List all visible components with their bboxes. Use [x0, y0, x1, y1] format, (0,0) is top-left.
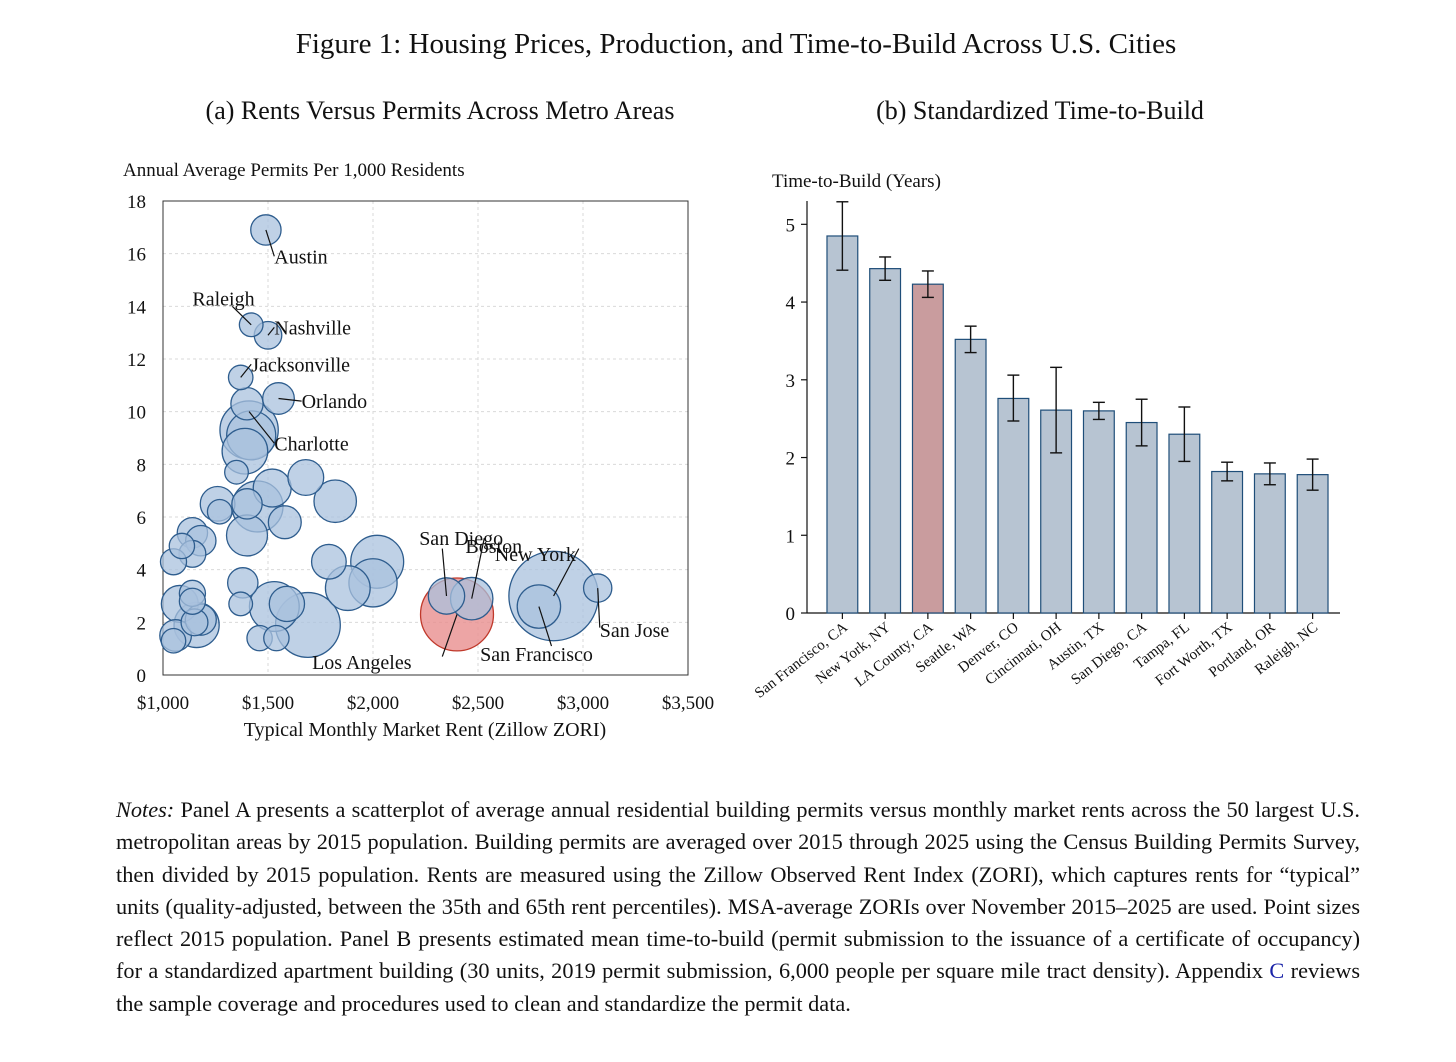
- leader-line: [597, 588, 601, 628]
- bubble: [287, 458, 325, 497]
- y-tick-label: 0: [786, 604, 796, 625]
- y-tick-label: 0: [137, 666, 147, 687]
- y-tick-label: 2: [786, 449, 796, 470]
- bubble: [310, 543, 347, 580]
- plot-frame: [162, 200, 689, 676]
- y-tick-label: 1: [786, 526, 796, 547]
- bubble: [224, 459, 249, 485]
- x-tick-label: $1,000: [137, 693, 189, 714]
- x-axis-label: Typical Monthly Market Rent (Zillow ZORI…: [244, 719, 606, 741]
- y-tick-label: 5: [786, 215, 796, 236]
- y-tick-label: 8: [137, 455, 147, 476]
- bar-san-diego-ca: [1125, 421, 1158, 614]
- point-label-charlotte: Charlotte: [274, 433, 349, 455]
- y-tick-label: 18: [127, 192, 146, 213]
- y-axis-label: Annual Average Permits Per 1,000 Residen…: [123, 160, 465, 181]
- y-tick-label: 6: [137, 508, 147, 529]
- leader-line: [441, 614, 458, 657]
- point-label-nashville: Nashville: [274, 317, 351, 339]
- bar-san-francisco-ca: [826, 235, 859, 614]
- bubble: [268, 585, 306, 623]
- bubble: [231, 488, 263, 520]
- leader-line: [267, 327, 275, 336]
- x-tick-label: $3,000: [557, 693, 609, 714]
- bubble: [206, 498, 233, 525]
- point-label-boston: Boston: [465, 536, 522, 558]
- bar-seattle-wa: [954, 338, 987, 614]
- bar-fort-worth-tx: [1211, 470, 1244, 614]
- point-label-jacksonville: Jacksonville: [251, 354, 350, 376]
- bar-la-county-ca: [911, 283, 944, 614]
- x-tick-label: $2,500: [452, 693, 504, 714]
- bar-tampa-fl: [1168, 433, 1201, 614]
- y-tick-label: 14: [127, 297, 147, 318]
- notes-tail: reviews the sample coverage and procedur…: [116, 958, 1360, 1016]
- bar-portland-or: [1253, 473, 1286, 614]
- point-label-orlando: Orlando: [302, 391, 368, 413]
- y-tick-label: 3: [786, 371, 796, 392]
- leader-line: [441, 548, 448, 597]
- y-axis-label: Time-to-Build (Years): [772, 171, 941, 192]
- notes-body: Panel A presents a scatterplot of averag…: [116, 797, 1360, 984]
- notes-lead: Notes:: [116, 797, 175, 822]
- leader-line: [553, 548, 580, 597]
- point-label-austin: Austin: [274, 246, 327, 268]
- y-tick-label: 10: [127, 403, 146, 424]
- appendix-link[interactable]: C: [1269, 958, 1285, 984]
- bar-new-york-ny: [869, 268, 902, 614]
- leader-line: [240, 363, 252, 378]
- x-tick-label: $3,500: [662, 693, 714, 714]
- scatter-chart: 0 2 4 6 8 10 12 14 16 18 $1,000 $1,500 $2,000 $2,500 $…: [123, 160, 714, 741]
- leader-line: [538, 606, 553, 647]
- y-tick-label: 4: [137, 561, 147, 582]
- panel-b-title: (b) Standardized Time-to-Build: [876, 96, 1204, 125]
- leader-line: [471, 537, 485, 599]
- x-tick-label: $1,500: [242, 693, 294, 714]
- bubble: [313, 479, 358, 524]
- point-label-los-angeles: Los Angeles: [312, 652, 412, 674]
- y-tick-label: 16: [127, 245, 146, 266]
- y-tick-label: 12: [127, 350, 146, 371]
- point-label-san-diego: San Diego: [419, 528, 503, 550]
- bar-austin-tx: [1082, 410, 1115, 614]
- bubble: [228, 591, 254, 617]
- bar-denver-co: [997, 397, 1030, 614]
- point-label-san-francisco: San Francisco: [480, 644, 593, 666]
- leader-line: [265, 229, 275, 257]
- bubble: [267, 505, 302, 540]
- bar-raleigh-nc: [1296, 474, 1329, 614]
- y-tick-label: 4: [786, 293, 796, 314]
- point-label-raleigh: Raleigh: [192, 288, 254, 310]
- figure-notes: Notes: Panel A presents a scatterplot of…: [116, 794, 1360, 1020]
- leader-line: [231, 305, 252, 326]
- bubble: [168, 532, 196, 560]
- bubble: [263, 624, 290, 652]
- bubble: [160, 627, 187, 654]
- leader-line: [278, 397, 302, 402]
- panel-a-title: (a) Rents Versus Permits Across Metro Ar…: [205, 96, 675, 125]
- y-tick-label: 2: [137, 613, 147, 634]
- point-label-new-york: New York: [495, 544, 576, 566]
- figure-title: Figure 1: Housing Prices, Production, an…: [295, 28, 1177, 60]
- point-label-san-jose: San Jose: [600, 620, 670, 642]
- bubble: [178, 587, 207, 615]
- leader-line: [248, 411, 275, 444]
- x-tick-label: $2,000: [347, 693, 399, 714]
